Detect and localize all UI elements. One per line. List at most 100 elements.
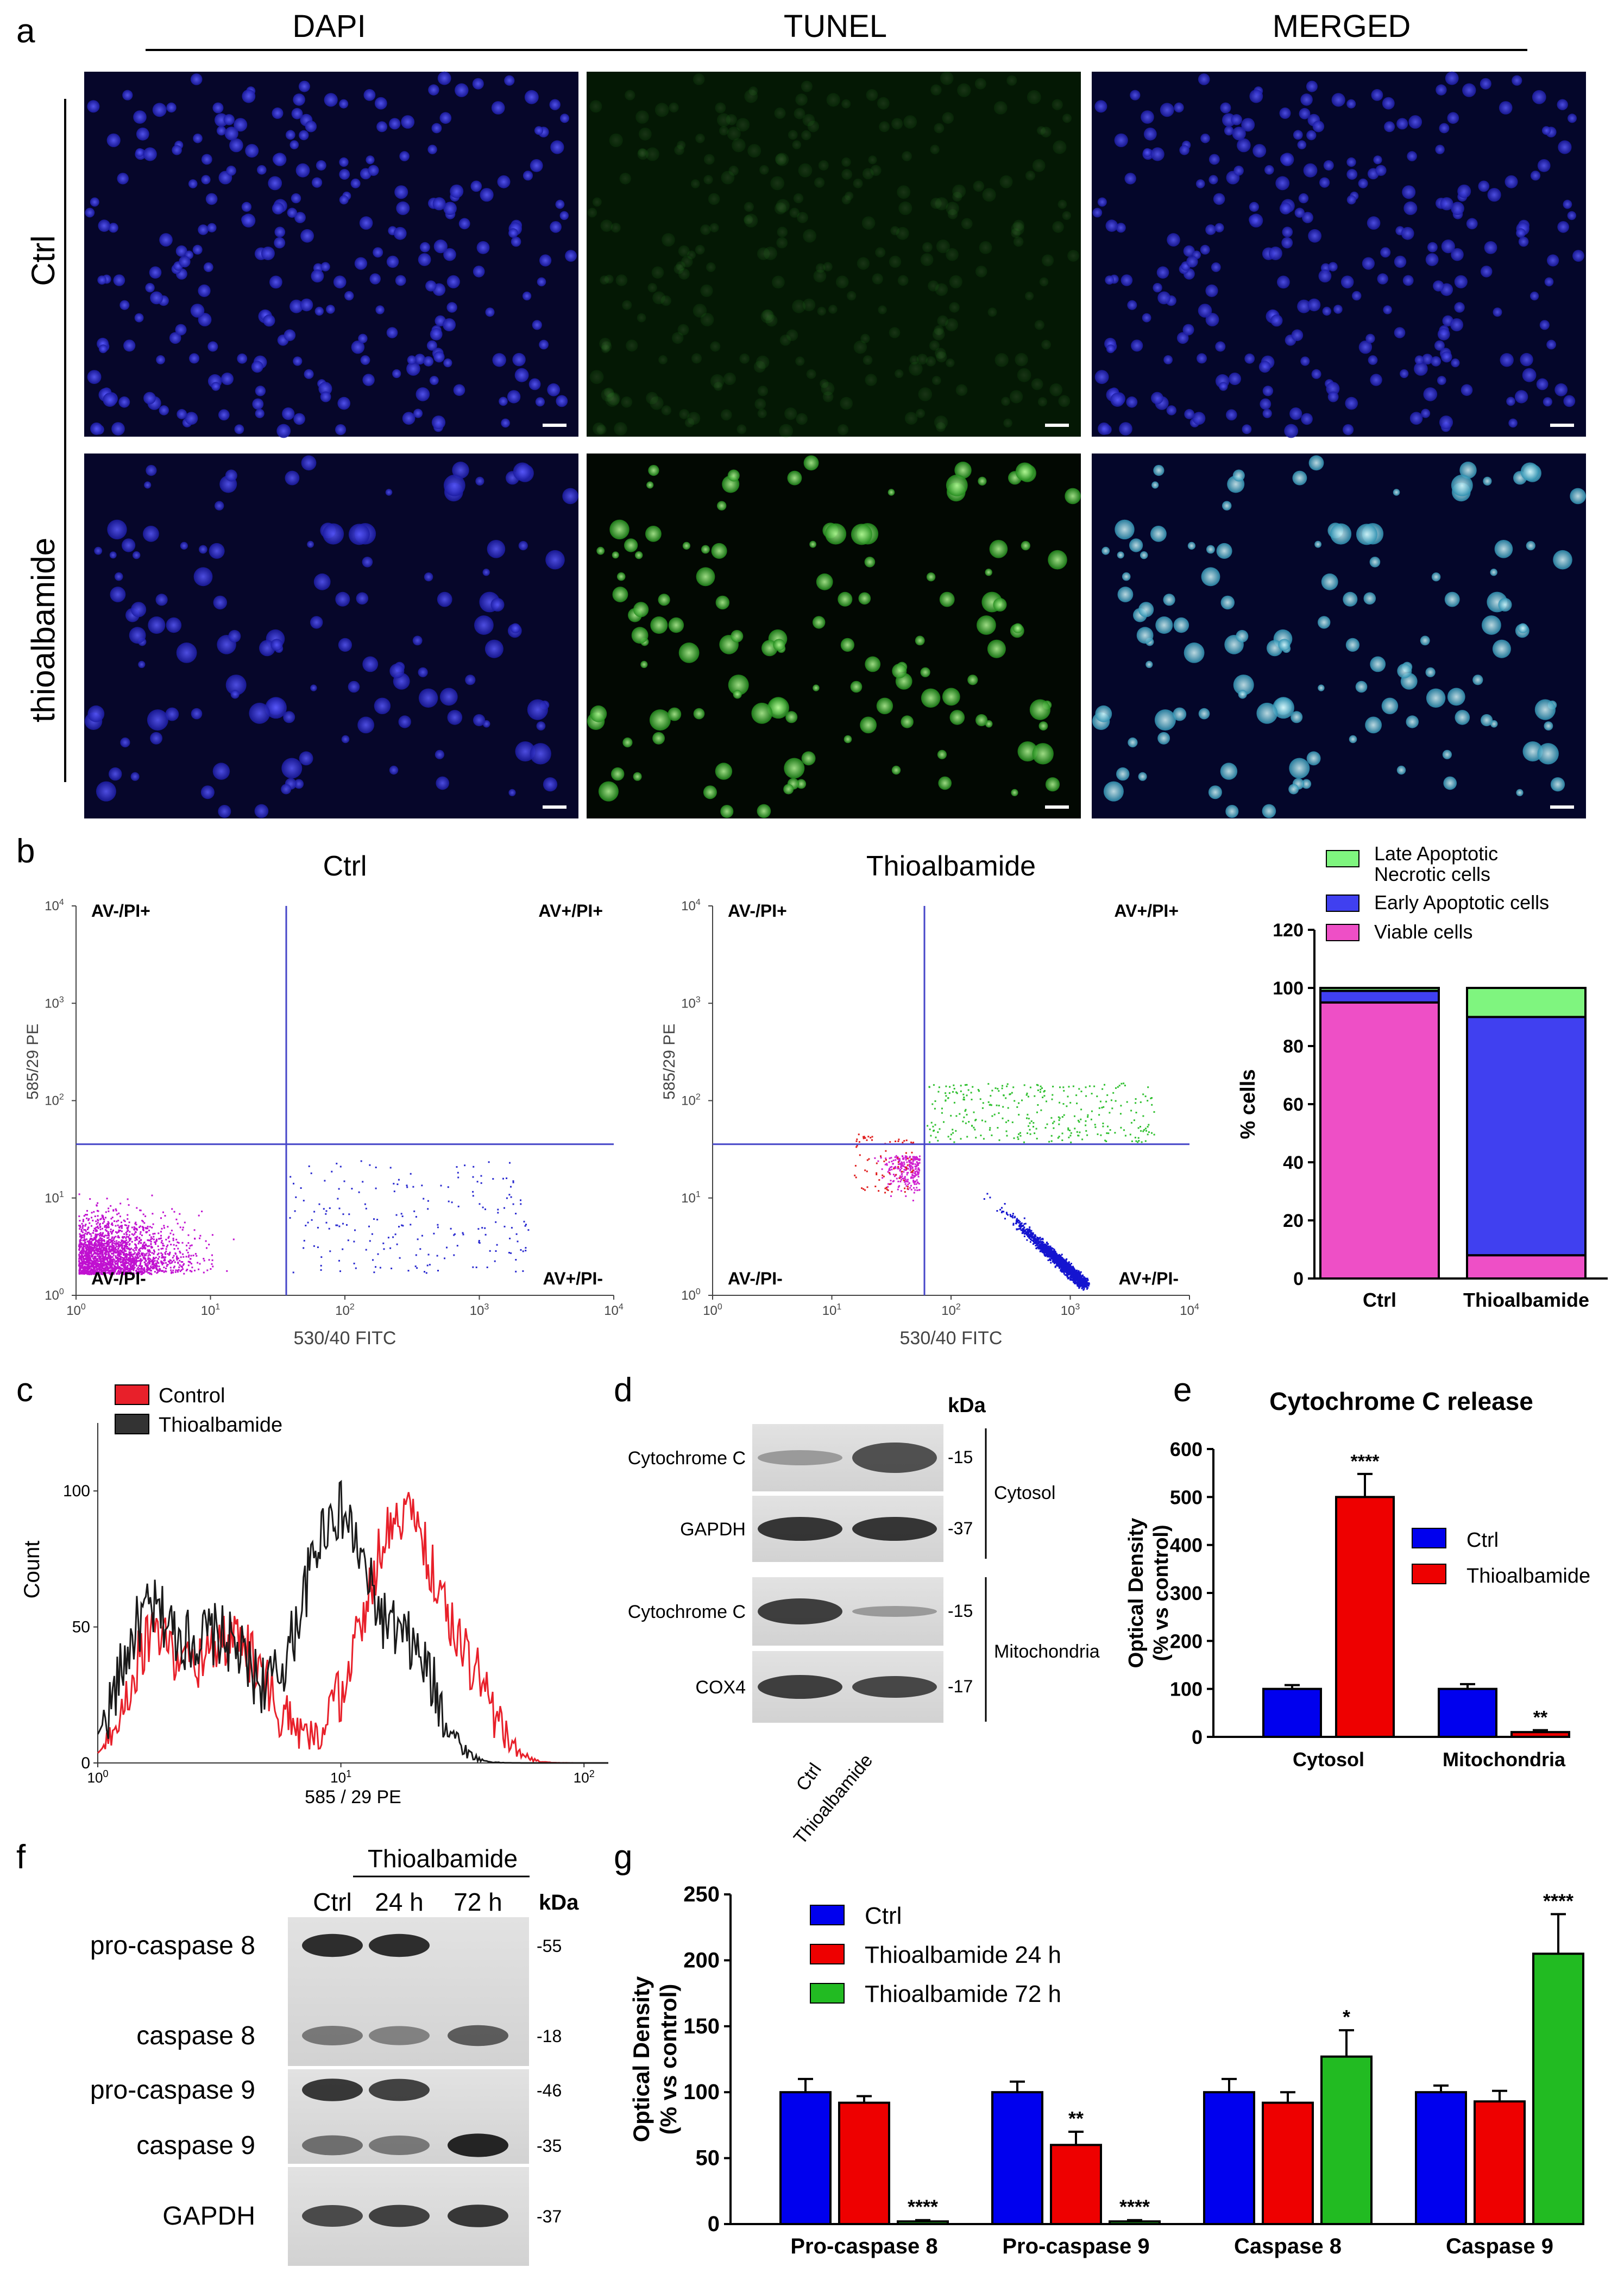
event-dot [133, 1250, 135, 1252]
event-dot [141, 1268, 143, 1269]
quadrant-label-ul: AV-/PI+ [91, 901, 150, 921]
event-dot [1053, 1259, 1055, 1261]
event-dot [393, 1182, 395, 1185]
event-dot [1042, 1251, 1044, 1254]
event-dot [1028, 1231, 1030, 1233]
nucleus [1297, 299, 1311, 313]
nucleus [1570, 488, 1586, 505]
event-dot [111, 1259, 114, 1261]
event-dot [1050, 1257, 1053, 1259]
event-dot [167, 1261, 169, 1262]
nucleus [514, 368, 529, 382]
event-dot [183, 1273, 185, 1275]
event-dot [1069, 1278, 1072, 1281]
nucleus [138, 660, 146, 668]
nucleus [1499, 101, 1513, 115]
event-dot [444, 1257, 445, 1259]
event-dot [114, 1268, 116, 1270]
event-dot [92, 1244, 94, 1246]
nucleus [527, 699, 549, 720]
nucleus [1179, 145, 1189, 155]
nucleus [892, 663, 907, 678]
nucleus [1195, 179, 1205, 188]
event-dot [180, 1256, 182, 1258]
nucleus [423, 356, 434, 367]
event-dot [103, 1271, 105, 1274]
nucleus [728, 675, 749, 696]
event-dot [131, 1255, 133, 1257]
event-dot [149, 1273, 151, 1275]
nucleus [813, 684, 820, 691]
event-dot [153, 1251, 155, 1253]
event-dot [93, 1227, 96, 1230]
event-dot [148, 1261, 150, 1263]
event-dot [164, 1270, 166, 1272]
event-dot [99, 1263, 102, 1265]
event-dot [124, 1256, 126, 1258]
event-dot [142, 1220, 144, 1223]
event-dot [131, 1264, 134, 1267]
nucleus [1492, 639, 1511, 658]
nucleus [431, 123, 442, 134]
nucleus [1297, 140, 1307, 149]
nucleus [777, 226, 788, 238]
event-dot [101, 1233, 103, 1236]
event-dot [377, 1253, 379, 1255]
event-dot [92, 1238, 95, 1240]
event-dot [127, 1258, 129, 1260]
nucleus [876, 697, 893, 715]
event-dot [187, 1242, 190, 1244]
event-dot [83, 1262, 85, 1264]
nucleus [633, 772, 642, 781]
nucleus [1343, 591, 1358, 607]
event-dot [123, 1265, 125, 1268]
nucleus [198, 224, 209, 235]
event-dot [97, 1219, 99, 1221]
event-dot [124, 1242, 127, 1244]
event-dot [97, 1233, 99, 1236]
nucleus [1406, 715, 1419, 728]
nucleus [1441, 351, 1452, 363]
event-dot [94, 1215, 96, 1217]
nucleus [865, 374, 877, 386]
nucleus [436, 776, 449, 790]
nucleus [797, 212, 808, 223]
event-dot [115, 1231, 117, 1233]
nucleus [1563, 395, 1576, 407]
event-dot [117, 1270, 119, 1272]
nucleus [1454, 275, 1468, 288]
nucleus [720, 805, 734, 818]
event-dot [146, 1271, 148, 1273]
nucleus [1211, 262, 1221, 272]
nucleus [1439, 415, 1453, 430]
event-dot [101, 1242, 103, 1244]
nucleus [654, 103, 669, 117]
nucleus [310, 616, 323, 629]
nucleus [615, 274, 628, 286]
nucleus [283, 711, 295, 723]
event-dot [398, 1226, 400, 1228]
event-dot [150, 1238, 152, 1240]
nucleus [348, 681, 360, 693]
event-dot [303, 1200, 305, 1202]
event-dot [141, 1252, 143, 1254]
nucleus [476, 241, 490, 254]
nucleus [1252, 144, 1267, 158]
nucleus [1032, 159, 1046, 172]
nucleus [1293, 130, 1303, 140]
event-dot [106, 1249, 108, 1251]
event-dot [86, 1271, 88, 1273]
event-dot [173, 1255, 175, 1257]
event-dot [489, 1250, 491, 1252]
event-dot [148, 1230, 150, 1232]
nucleus [878, 305, 887, 314]
nucleus [904, 412, 918, 425]
event-dot [124, 1245, 126, 1248]
nucleus [814, 177, 825, 188]
nucleus [700, 284, 713, 297]
nucleus [863, 355, 873, 365]
event-dot [139, 1248, 141, 1250]
event-dot [133, 1262, 135, 1264]
nucleus [816, 573, 833, 590]
nucleus [1151, 481, 1159, 489]
